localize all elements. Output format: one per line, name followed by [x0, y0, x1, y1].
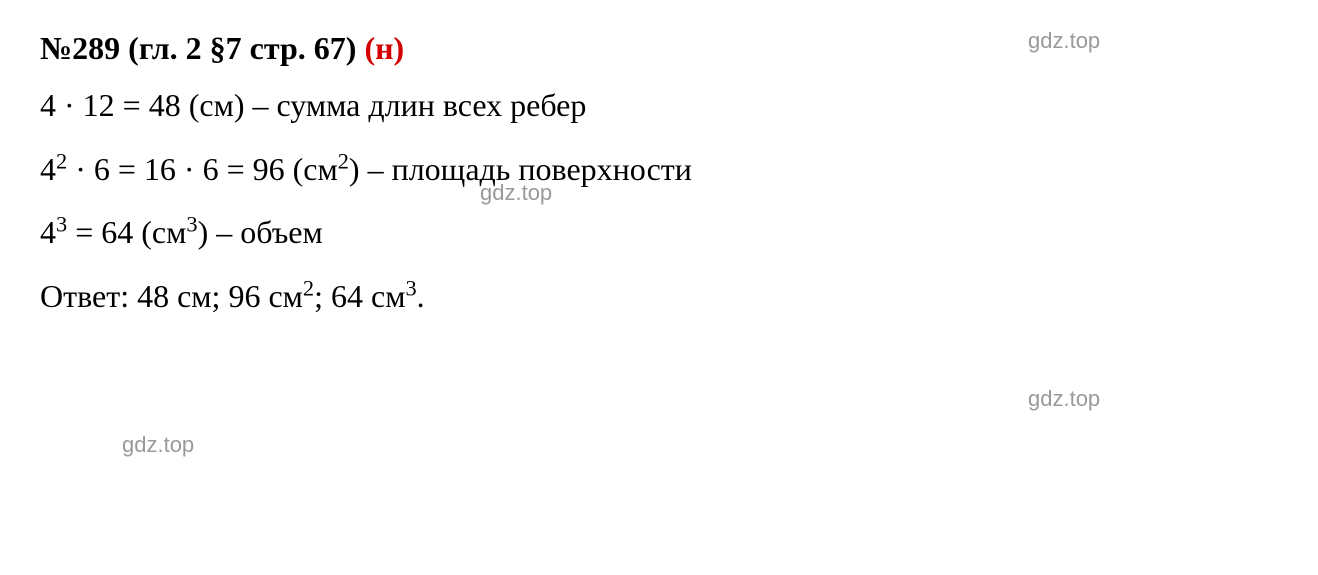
answer-label: Ответ:: [40, 278, 137, 314]
base-2a: 4: [40, 151, 56, 187]
sup-3b: 3: [186, 212, 197, 237]
watermark-3: gdz.top: [1028, 386, 1100, 412]
dash-1: –: [244, 87, 276, 123]
dash-3: –: [208, 214, 240, 250]
sup-2b: 2: [338, 148, 349, 173]
problem-number: №289: [40, 30, 120, 66]
close-2: ): [349, 151, 360, 187]
answer-line: Ответ: 48 см; 96 см2; 64 см3.: [40, 276, 1278, 318]
desc-3: объем: [240, 214, 322, 250]
answer-v3-base: 64 см: [331, 278, 405, 314]
sup-3a: 3: [56, 212, 67, 237]
answer-v2-base: 96 см: [228, 278, 302, 314]
problem-suffix: (н): [364, 30, 404, 66]
solution-line-2: 42 · 6 = 16 · 6 = 96 (см2) – площадь пов…: [40, 149, 1278, 191]
solution-line-3: 43 = 64 (см3) – объем: [40, 212, 1278, 254]
dash-2: –: [360, 151, 392, 187]
close-3: ): [198, 214, 209, 250]
expr-1: 4 · 12 = 48 (см): [40, 87, 244, 123]
middle-2: · 6 = 16 · 6 = 96 (см: [67, 151, 338, 187]
answer-v3-sup: 3: [405, 275, 416, 300]
answer-v1: 48 см;: [137, 278, 228, 314]
answer-sep: ;: [314, 278, 331, 314]
watermark-4: gdz.top: [122, 432, 194, 458]
middle-3: = 64 (см: [67, 214, 186, 250]
answer-v2-sup: 2: [303, 275, 314, 300]
solution-line-1: 4 · 12 = 48 (см) – сумма длин всех ребер: [40, 85, 1278, 127]
watermark-2: gdz.top: [480, 180, 552, 206]
answer-period: .: [417, 278, 425, 314]
desc-1: сумма длин всех ребер: [276, 87, 586, 123]
problem-location: (гл. 2 §7 стр. 67): [120, 30, 364, 66]
sup-2a: 2: [56, 148, 67, 173]
base-3a: 4: [40, 214, 56, 250]
watermark-1: gdz.top: [1028, 28, 1100, 54]
